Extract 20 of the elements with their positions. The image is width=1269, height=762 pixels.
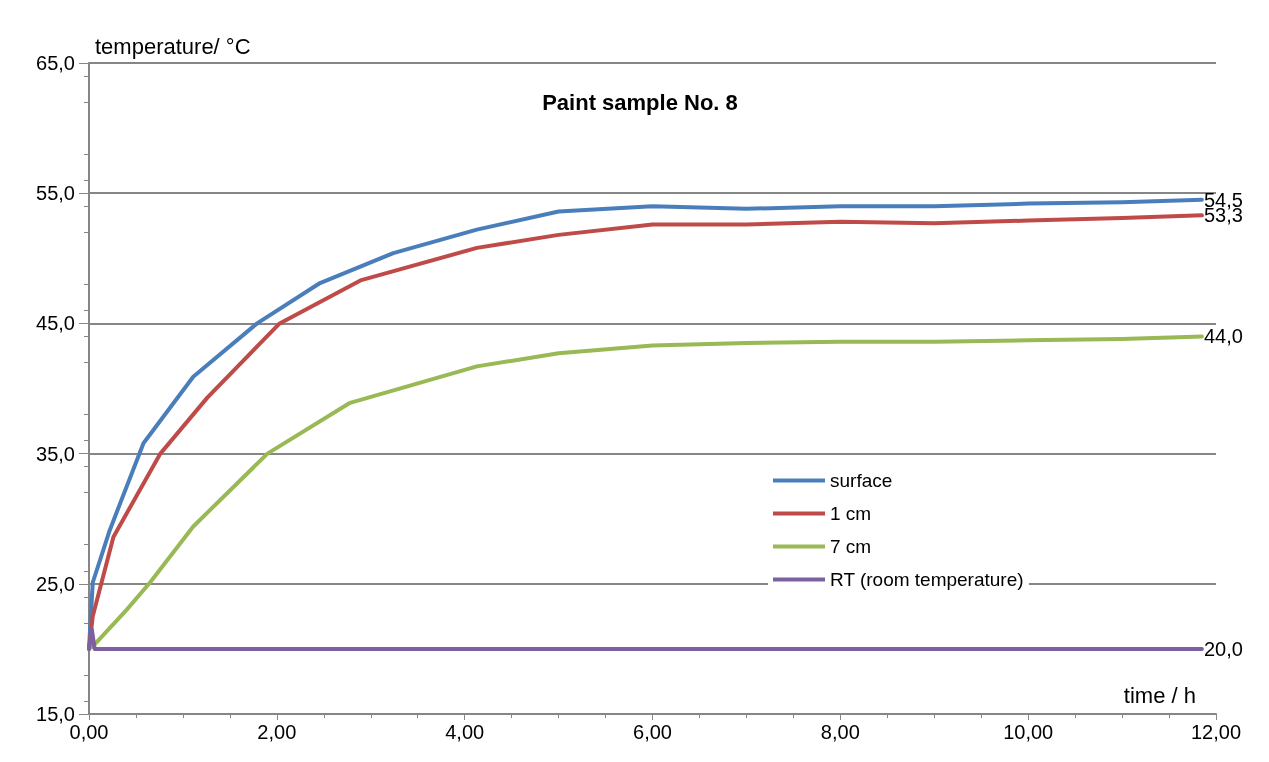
text: Paint sample No. 8 (542, 89, 738, 115)
y-axis-title: temperature/ °C (95, 33, 251, 59)
x-axis-title: time / h (1123, 682, 1196, 708)
legend-label: 7 cm (830, 536, 872, 557)
y-tick-label: 55,0 (36, 182, 75, 205)
y-tick-label: 25,0 (36, 572, 75, 595)
legend-label: RT (room temperature) (830, 569, 1024, 590)
x-tick-label: 8,00 (820, 721, 860, 743)
x-tick-label: 10,00 (1003, 721, 1054, 743)
y-tick-label: 65,0 (36, 52, 75, 74)
x-tick-label: 4,00 (445, 721, 485, 743)
legend-label: surface (830, 470, 893, 491)
y-tick-label: 45,0 (36, 312, 75, 335)
y-tick-label: 35,0 (36, 442, 75, 465)
x-tick-label: 2,00 (257, 721, 297, 743)
x-tick-label: 12,00 (1190, 721, 1242, 743)
x-tick-label: 6,00 (633, 721, 672, 743)
data-label: 44,0 (1203, 325, 1243, 348)
legend-label: 1 cm (830, 503, 872, 524)
data-label: 20,0 (1203, 637, 1243, 660)
